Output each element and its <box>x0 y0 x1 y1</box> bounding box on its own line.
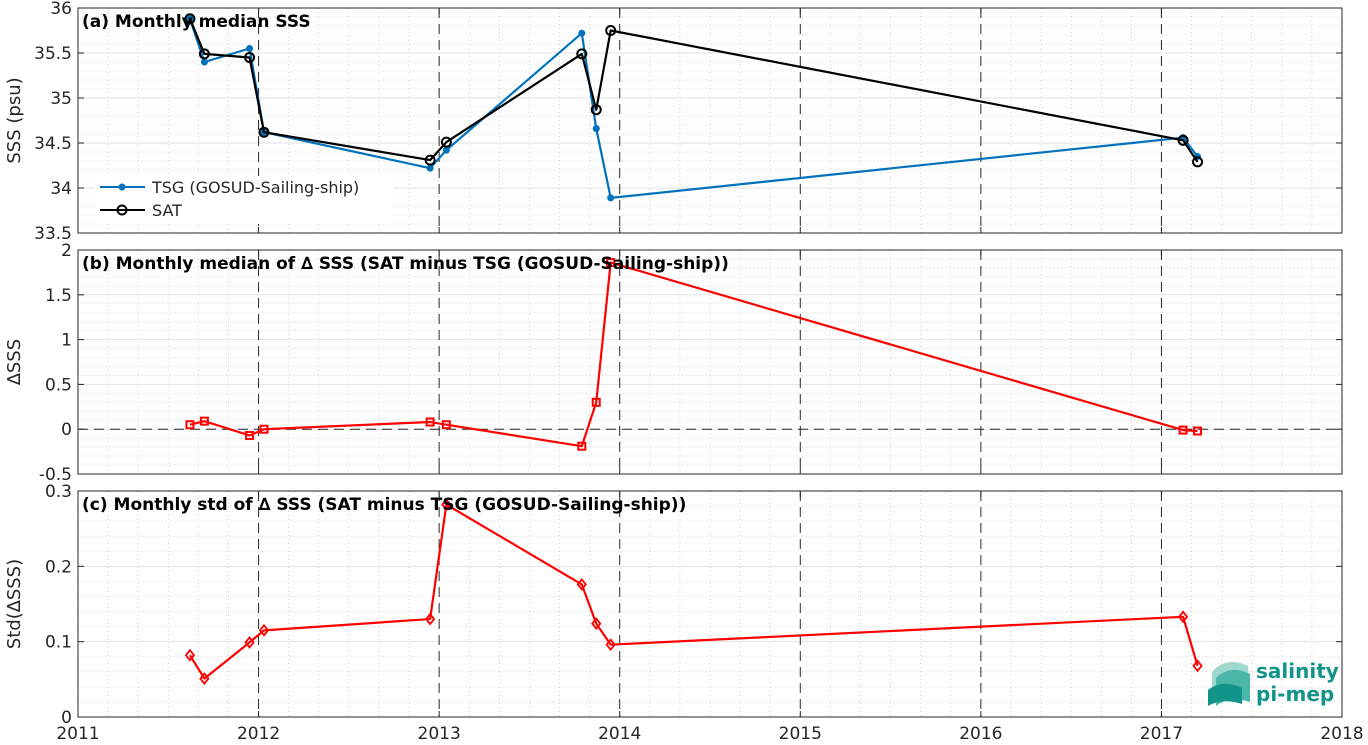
y-tick-label: 0.2 <box>45 557 72 577</box>
y-tick-label: 34.5 <box>34 134 72 154</box>
data-point <box>591 397 601 407</box>
y-tick-label: 0.1 <box>45 633 72 653</box>
salinity-pimep-logo: salinity pi-mep <box>1208 659 1339 706</box>
data-point <box>199 416 209 426</box>
data-point <box>184 13 196 25</box>
series-line-1-0 <box>189 261 1198 448</box>
y-tick-label: 34 <box>50 179 72 199</box>
data-point <box>440 136 452 148</box>
panel-b: -0.5 0 0.5 1 1.5 2 (b) Monthly median of ∆ SS… <box>4 241 1343 485</box>
data-point <box>185 420 195 430</box>
panel-a-ylabel: SSS (psu) <box>4 77 25 163</box>
panel-b-title: (b) Monthly median of ∆ SSS (SAT minus T… <box>82 254 729 274</box>
data-point <box>607 194 615 202</box>
logo-line1: salinity <box>1256 659 1339 683</box>
x-tick-label: 2017 <box>1140 724 1183 744</box>
data-point <box>258 126 270 138</box>
y-tick-label: 35 <box>50 89 72 109</box>
data-point <box>578 29 586 37</box>
x-tick-label: 2013 <box>418 724 461 744</box>
x-tick-label: 2012 <box>237 724 280 744</box>
panel-a: 33.5 34 34.5 35 35.5 36 (a) Monthly median SS… <box>4 0 1343 244</box>
legend-sat-label: SAT <box>152 201 182 220</box>
legend: TSG (GOSUD-Sailing-ship) SAT <box>95 176 393 224</box>
data-point <box>576 48 588 60</box>
data-point <box>576 577 587 591</box>
data-point <box>244 635 255 649</box>
data-point <box>442 146 450 154</box>
data-point <box>424 154 436 166</box>
data-point <box>441 498 452 512</box>
panel-c-ylabel: Std(∆SSS) <box>4 559 25 649</box>
x-tick-label: 2014 <box>598 724 641 744</box>
data-point <box>244 52 256 63</box>
data-point <box>198 48 210 60</box>
y-tick-label: 0.3 <box>45 482 72 502</box>
legend-box <box>95 176 393 224</box>
legend-sat-marker <box>116 204 128 216</box>
panel-c: 0 0.1 0.2 0.3 2011 2012 2013 2014 2015 2016 2017 20… <box>4 482 1364 744</box>
data-point <box>1177 610 1189 624</box>
data-point <box>591 617 602 631</box>
data-point <box>441 420 451 430</box>
y-tick-label: 0 <box>61 708 72 728</box>
data-point <box>200 58 208 66</box>
data-point <box>199 672 210 686</box>
data-point <box>606 258 616 268</box>
y-tick-label: 0 <box>61 420 72 440</box>
legend-tsg-label: TSG (GOSUD-Sailing-ship) <box>151 178 359 197</box>
data-point <box>245 430 255 440</box>
logo-waves-icon <box>1208 662 1250 706</box>
data-point <box>1177 134 1189 146</box>
panel-c-title: (c) Monthly std of ∆ SSS (SAT minus TSG … <box>82 495 686 515</box>
data-point <box>1192 659 1203 673</box>
data-point <box>590 104 602 116</box>
legend-tsg-marker <box>118 183 126 191</box>
x-tick-label: 2016 <box>959 724 1002 744</box>
panel-c-frame <box>77 490 1343 718</box>
logo-line2: pi-mep <box>1256 682 1334 706</box>
y-tick-label: 0.5 <box>45 375 72 395</box>
panel-a-frame <box>77 7 1343 234</box>
data-point <box>577 441 587 451</box>
panel-a-title: (a) Monthly median SSS <box>82 12 311 32</box>
panel-b-ylabel: ∆SSS <box>4 339 25 386</box>
data-point <box>592 125 600 133</box>
data-point <box>426 164 434 172</box>
data-point <box>1192 156 1204 168</box>
data-point <box>425 417 435 427</box>
data-point <box>258 623 270 637</box>
y-tick-label: -0.5 <box>39 465 72 485</box>
y-tick-label: 1 <box>61 331 72 351</box>
data-point <box>1193 426 1203 436</box>
data-point <box>259 424 269 434</box>
data-point <box>184 648 196 662</box>
data-point <box>1178 425 1188 435</box>
data-point <box>424 612 436 626</box>
series-line-0-1 <box>188 18 1199 163</box>
y-tick-label: 1.5 <box>45 286 72 306</box>
series-line-2-0 <box>189 503 1199 680</box>
y-tick-label: 2 <box>61 241 72 261</box>
data-point <box>605 25 617 36</box>
x-tick-label: 2011 <box>56 724 99 744</box>
y-tick-label: 35.5 <box>34 44 72 64</box>
y-tick-label: 33.5 <box>34 224 72 244</box>
y-tick-label: 36 <box>50 0 72 19</box>
x-tick-label: 2018 <box>1320 724 1363 744</box>
data-point <box>605 638 616 652</box>
data-point <box>246 45 254 52</box>
panel-b-frame <box>77 249 1343 475</box>
x-tick-label: 2015 <box>779 724 822 744</box>
